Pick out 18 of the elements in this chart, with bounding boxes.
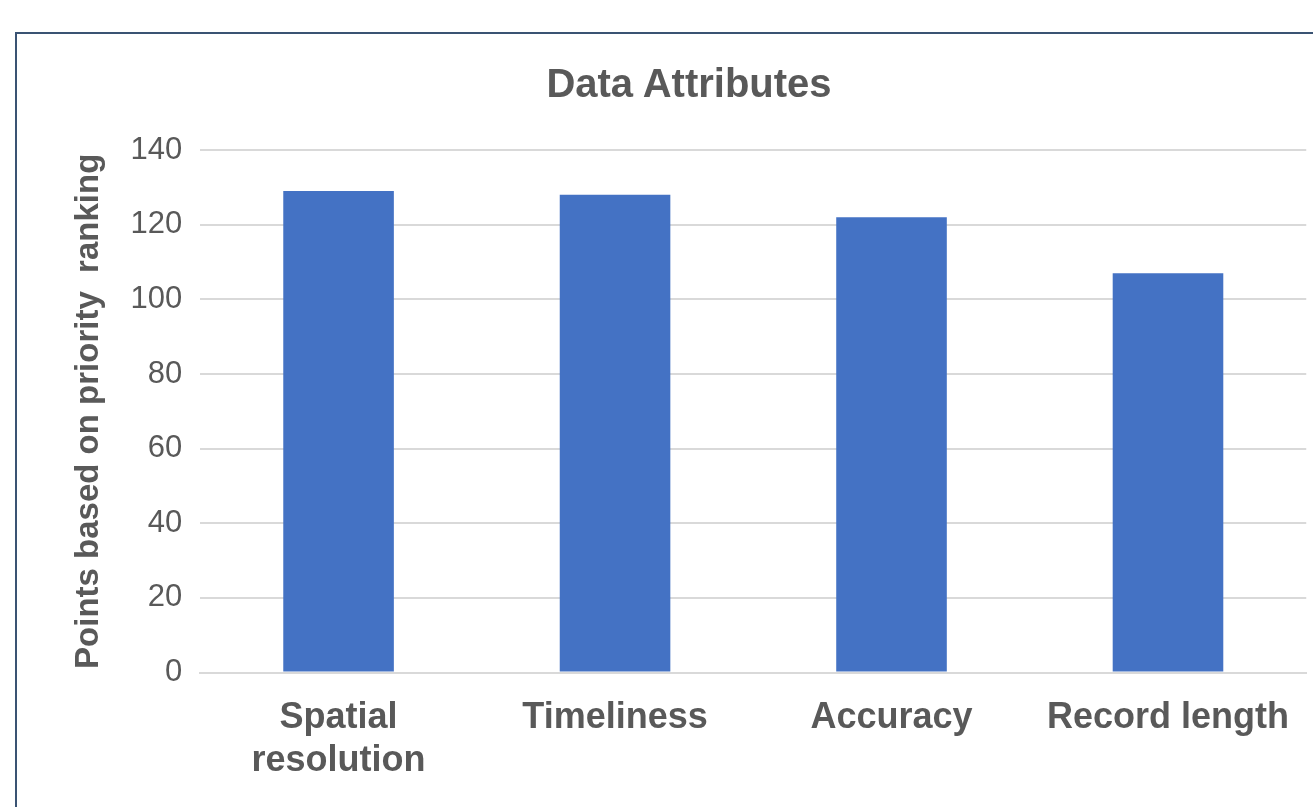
x-tick-label: Accuracy xyxy=(810,695,973,737)
x-tick-label: Record length xyxy=(1046,695,1289,737)
y-tick-label: 20 xyxy=(147,578,183,614)
y-tick-label: 120 xyxy=(130,205,183,241)
y-tick-label: 140 xyxy=(130,130,183,166)
y-axis-title: Points based on priority ranking xyxy=(67,153,105,669)
x-tick-label: Spatial resolution xyxy=(251,695,426,780)
y-tick-label: 80 xyxy=(147,354,183,390)
y-tick-label: 100 xyxy=(130,279,183,315)
y-tick-label: 40 xyxy=(147,503,183,539)
x-tick-label: Timeliness xyxy=(522,695,708,737)
y-tick-label: 0 xyxy=(165,653,183,689)
bar xyxy=(283,191,394,672)
y-tick-label: 60 xyxy=(147,429,183,465)
bar xyxy=(836,217,947,672)
bar xyxy=(559,194,671,672)
chart-title: Data Attributes xyxy=(546,61,832,106)
bar xyxy=(1112,273,1224,672)
